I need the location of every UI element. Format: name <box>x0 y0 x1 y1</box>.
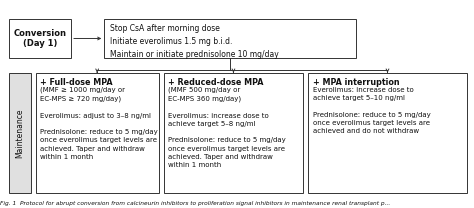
Text: Maintenance: Maintenance <box>16 108 25 158</box>
FancyBboxPatch shape <box>104 19 356 58</box>
Text: Everolimus: increase dose to
achieve target 5–10 ng/ml

Prednisolone: reduce to : Everolimus: increase dose to achieve tar… <box>313 87 430 134</box>
Text: (MMF ≥ 1000 mg/day or
EC-MPS ≥ 720 mg/day)

Everolimus: adjust to 3–8 ng/ml

Pre: (MMF ≥ 1000 mg/day or EC-MPS ≥ 720 mg/da… <box>40 87 158 160</box>
FancyBboxPatch shape <box>308 73 467 193</box>
Text: (MMF 500 mg/day or
EC-MPS 360 mg/day)

Everolimus: increase dose to
achieve targ: (MMF 500 mg/day or EC-MPS 360 mg/day) Ev… <box>168 87 286 168</box>
Text: + MPA interruption: + MPA interruption <box>313 78 400 87</box>
Text: Fig. 1  Protocol for abrupt conversion from calcineurin inhibitors to proliferat: Fig. 1 Protocol for abrupt conversion fr… <box>0 201 390 206</box>
Text: + Reduced-dose MPA: + Reduced-dose MPA <box>168 78 264 87</box>
Text: + Full-dose MPA: + Full-dose MPA <box>40 78 113 87</box>
FancyBboxPatch shape <box>9 19 71 58</box>
Text: Stop CsA after morning dose
Initiate everolimus 1.5 mg b.i.d.
Maintain or initia: Stop CsA after morning dose Initiate eve… <box>110 24 279 59</box>
FancyBboxPatch shape <box>9 73 31 193</box>
FancyBboxPatch shape <box>164 73 303 193</box>
FancyBboxPatch shape <box>36 73 159 193</box>
Text: Conversion
(Day 1): Conversion (Day 1) <box>14 29 67 48</box>
